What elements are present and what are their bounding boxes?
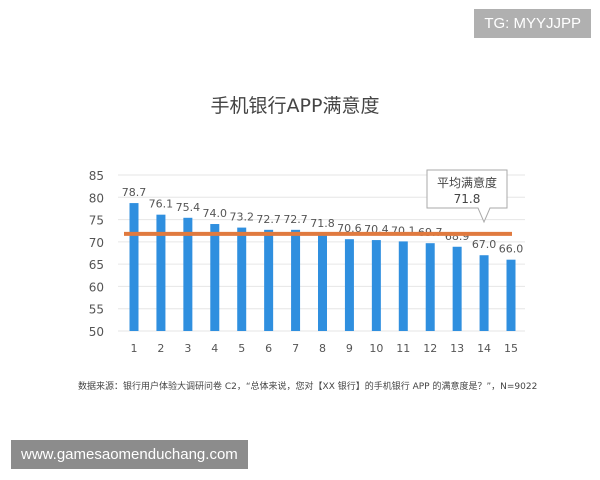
bar (156, 214, 166, 331)
y-tick-label: 60 (89, 280, 104, 294)
data-source-note: 数据来源：银行用户体验大调研问卷 C2，“总体来说，您对【XX 银行】的手机银行… (78, 380, 537, 392)
data-label: 76.1 (149, 198, 174, 211)
y-tick-label: 75 (89, 214, 104, 228)
data-label: 72.7 (256, 213, 281, 226)
x-tick-label: 11 (396, 342, 410, 355)
bar (237, 227, 247, 331)
y-tick-label: 50 (89, 325, 104, 339)
data-label: 74.0 (203, 207, 228, 220)
data-label: 67.0 (472, 238, 497, 251)
chart-title: 手机银行APP满意度 (211, 95, 380, 117)
bar (398, 241, 408, 331)
bar (425, 243, 435, 331)
bar (371, 240, 381, 331)
x-tick-label: 14 (477, 342, 491, 355)
x-tick-label: 4 (211, 342, 218, 355)
x-tick-label: 10 (369, 342, 383, 355)
y-tick-label: 80 (89, 191, 104, 205)
bar (452, 246, 462, 331)
x-tick-label: 1 (131, 342, 138, 355)
x-tick-label: 13 (450, 342, 464, 355)
data-label: 78.7 (122, 186, 147, 199)
data-label: 73.2 (229, 211, 254, 224)
x-tick-label: 15 (504, 342, 518, 355)
site-watermark: www.gamesaomenduchang.com (11, 440, 248, 469)
x-tick-label: 9 (346, 342, 353, 355)
x-tick-label: 12 (423, 342, 437, 355)
data-label: 71.8 (310, 217, 335, 230)
x-tick-label: 6 (265, 342, 272, 355)
y-tick-label: 65 (89, 258, 104, 272)
data-label: 75.4 (176, 201, 201, 214)
x-tick-label: 2 (157, 342, 164, 355)
average-callout (426, 169, 508, 224)
bar (344, 239, 354, 331)
average-callout-label: 平均满意度 (437, 175, 497, 190)
bar (129, 203, 139, 331)
x-tick-label: 8 (319, 342, 326, 355)
y-tick-label: 85 (89, 169, 104, 183)
x-tick-label: 7 (292, 342, 299, 355)
bar (210, 224, 220, 331)
bar (291, 229, 301, 331)
bar (264, 229, 274, 331)
data-label: 66.0 (499, 243, 524, 256)
bar (183, 217, 193, 331)
data-label: 68.9 (445, 230, 470, 243)
bar (506, 259, 516, 331)
tg-watermark: TG: MYYJJPP (474, 9, 591, 38)
data-label: 72.7 (283, 213, 308, 226)
average-callout-value: 71.8 (454, 192, 481, 206)
y-tick-label: 70 (89, 236, 104, 250)
x-tick-label: 5 (238, 342, 245, 355)
y-tick-label: 55 (89, 303, 104, 317)
bar (318, 233, 327, 331)
bar (479, 255, 489, 331)
x-tick-label: 3 (184, 342, 191, 355)
